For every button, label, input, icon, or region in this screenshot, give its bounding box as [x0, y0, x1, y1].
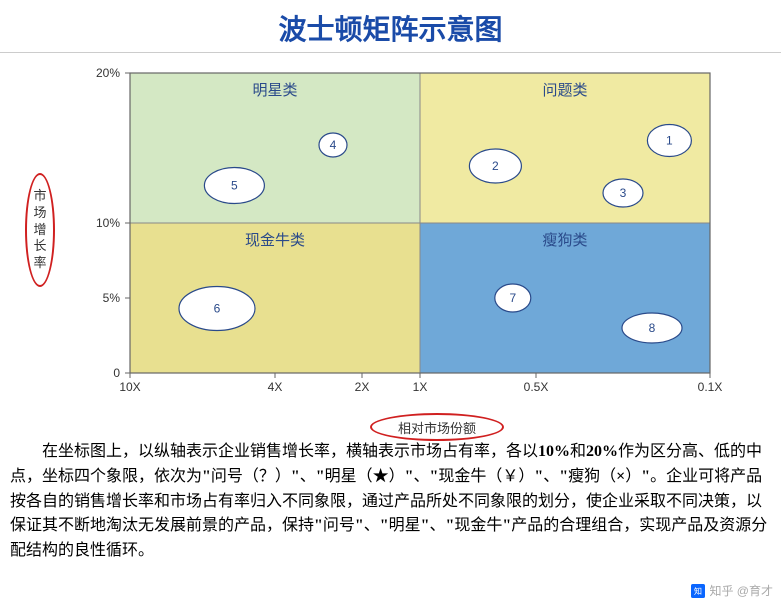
watermark: 知 知乎 @育才 [691, 582, 773, 599]
bubble-label: 8 [649, 321, 656, 335]
y-tick-label: 10% [96, 216, 120, 230]
bubble-label: 2 [492, 159, 499, 173]
x-tick-label: 10X [119, 380, 140, 394]
chart-svg: 明星类 问题类现金牛类 瘦狗类 0 5% 10% 20% 10X 4X 2X 1X 0.5X 0.1X 1… [60, 63, 760, 443]
y-axis-label-highlight: 市场增长率 [25, 173, 55, 287]
bubble-label: 7 [509, 291, 516, 305]
x-tick-label: 4X [268, 380, 283, 394]
page-title: 波士顿矩阵示意图 [0, 0, 781, 53]
description-paragraph: 在坐标图上，以纵轴表示企业销售增长率，横轴表示市场占有率，各以10%和20%作为… [10, 440, 770, 564]
quadrant-label: 瘦狗类 [542, 232, 587, 249]
y-axis-label: 市场增长率 [33, 188, 46, 272]
quadrant-label: 问题类 [542, 82, 587, 99]
quadrant-label: 现金牛类 [245, 232, 305, 249]
x-tick-label: 0.1X [698, 380, 723, 394]
bcg-matrix-chart: 市场增长率 相对市场份额 明星类问题类现金牛类瘦狗类05%10%20%10X4X… [0, 53, 781, 433]
bubble-label: 6 [214, 302, 221, 316]
bubble-label: 4 [330, 138, 337, 152]
bubble-label: 3 [620, 186, 627, 200]
y-tick-label: 20% [96, 66, 120, 80]
y-tick-label: 5% [103, 291, 121, 305]
x-tick-label: 2X [355, 380, 370, 394]
bubble-label: 1 [666, 134, 673, 148]
bubble-label: 5 [231, 179, 238, 193]
x-tick-label: 0.5X [524, 380, 549, 394]
y-tick-label: 0 [113, 366, 120, 380]
zhihu-icon: 知 [691, 584, 705, 598]
watermark-text: 知乎 @育才 [709, 582, 773, 599]
x-tick-label: 1X [413, 380, 428, 394]
svg-text:知: 知 [694, 585, 702, 595]
quadrant-label: 明星类 [252, 82, 297, 99]
